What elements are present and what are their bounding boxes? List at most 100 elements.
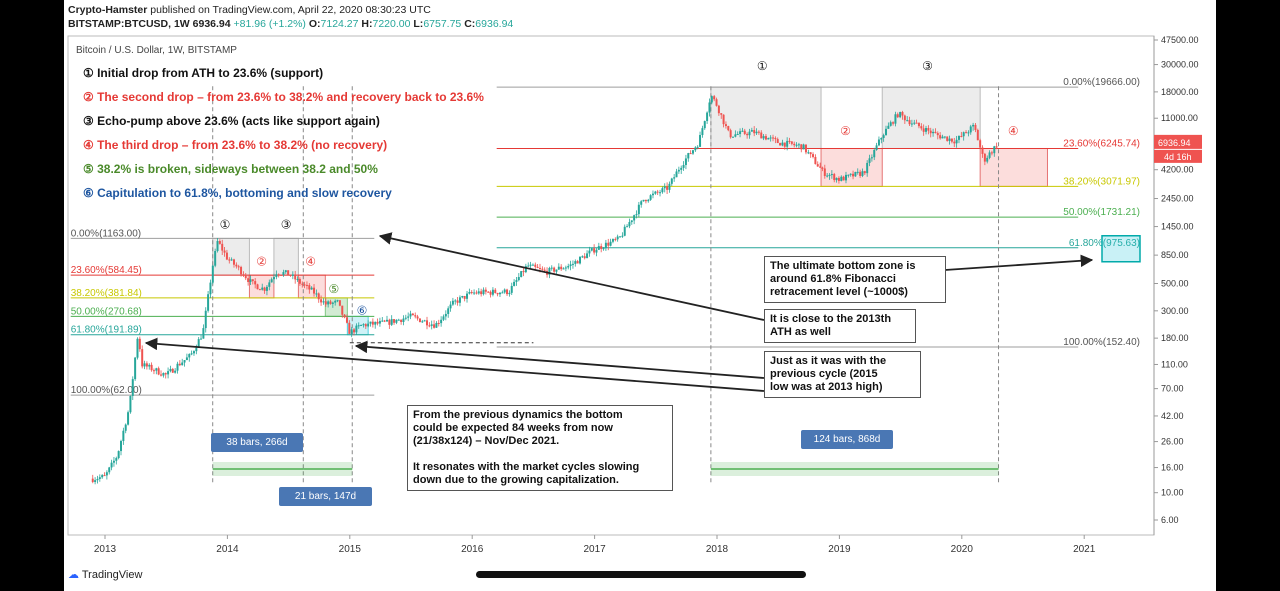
candle-body bbox=[666, 186, 669, 190]
candle-body bbox=[969, 126, 972, 133]
candle-body bbox=[861, 171, 864, 176]
candle-body bbox=[901, 112, 904, 116]
candle-body bbox=[237, 266, 240, 268]
candle-body bbox=[143, 363, 146, 367]
candle-body bbox=[192, 351, 195, 354]
candle-body bbox=[767, 138, 770, 140]
cycle-marker: ② bbox=[840, 124, 851, 138]
candle-body bbox=[649, 195, 652, 200]
candle-body bbox=[607, 242, 610, 246]
candle-body bbox=[301, 283, 304, 285]
fib-label-2017: 61.80%(975.63) bbox=[1069, 238, 1140, 249]
candle-body bbox=[844, 174, 847, 181]
candle-body bbox=[393, 319, 396, 323]
candle-body bbox=[680, 167, 683, 170]
candle-body bbox=[280, 274, 283, 276]
candle-body bbox=[451, 300, 454, 305]
candle-body bbox=[941, 136, 944, 139]
candle-body bbox=[840, 176, 843, 181]
candle-body bbox=[741, 130, 744, 132]
candle-body bbox=[348, 322, 351, 334]
candle-body bbox=[209, 282, 212, 295]
candle-body bbox=[324, 301, 327, 305]
y-tick-label: 18000.00 bbox=[1161, 87, 1199, 97]
legend-item: ③ Echo-pump above 23.6% (acts like suppo… bbox=[83, 114, 380, 128]
candle-body bbox=[350, 329, 353, 334]
x-tick-label: 2019 bbox=[828, 544, 851, 555]
candle-body bbox=[673, 177, 676, 179]
last-price: 6936.94 bbox=[192, 18, 231, 30]
candle-body bbox=[651, 193, 654, 196]
publisher-name[interactable]: Crypto-Hamster bbox=[68, 4, 148, 16]
fib-label-2017: 100.00%(152.40) bbox=[1063, 337, 1140, 348]
candle-body bbox=[501, 292, 504, 294]
candle-body bbox=[216, 241, 219, 252]
candle-body bbox=[786, 140, 789, 147]
candle-body bbox=[124, 424, 127, 431]
candle-body bbox=[635, 214, 638, 216]
price-chart[interactable]: 2013 2014 2015 2016 2017 2018 2019 2020 2021 4750… bbox=[64, 0, 1216, 591]
candle-body bbox=[630, 220, 633, 223]
candle-body bbox=[571, 263, 574, 265]
fib-label-2017: 23.60%(6245.74) bbox=[1063, 138, 1140, 149]
candle-body bbox=[691, 150, 694, 154]
candle-body bbox=[882, 135, 885, 138]
home-indicator[interactable] bbox=[476, 571, 806, 578]
candle-body bbox=[797, 144, 800, 146]
candle-body bbox=[277, 274, 280, 276]
y-tick-label: 70.00 bbox=[1161, 384, 1184, 394]
candle-body bbox=[247, 278, 250, 282]
candle-body bbox=[990, 152, 993, 154]
candle-body bbox=[426, 320, 429, 326]
candle-body bbox=[852, 173, 855, 177]
arrow-to-2013-high bbox=[144, 337, 765, 392]
fib-label-2013: 23.60%(584.45) bbox=[71, 265, 142, 276]
candle-body bbox=[204, 310, 207, 329]
candle-body bbox=[524, 266, 527, 273]
candle-body bbox=[331, 302, 334, 304]
candle-body bbox=[440, 319, 443, 324]
tradingview-logo[interactable]: ☁ TradingView bbox=[68, 568, 142, 581]
ohlc-h-label: H: bbox=[361, 18, 373, 30]
candle-body bbox=[654, 191, 657, 194]
x-tick-label: 2018 bbox=[706, 544, 729, 555]
candle-body bbox=[757, 131, 760, 133]
candle-body bbox=[305, 284, 308, 286]
candle-body bbox=[374, 321, 377, 325]
candle-body bbox=[261, 287, 264, 290]
candle-body bbox=[609, 241, 612, 246]
candle-body bbox=[117, 451, 120, 459]
candle-body bbox=[433, 324, 436, 328]
candle-body bbox=[548, 268, 551, 275]
candle-body bbox=[722, 114, 725, 125]
candle-body bbox=[536, 266, 539, 268]
candle-body bbox=[564, 267, 567, 269]
candle-body bbox=[616, 236, 619, 240]
candle-body bbox=[819, 166, 822, 168]
zone13-box-3 bbox=[273, 237, 299, 276]
candle-body bbox=[225, 252, 228, 260]
candle-body bbox=[487, 291, 490, 293]
candle-body bbox=[870, 157, 873, 159]
candle-body bbox=[863, 171, 866, 174]
candle-body bbox=[338, 300, 341, 306]
candle-body bbox=[936, 133, 939, 136]
zone-box-4 bbox=[979, 147, 1048, 187]
candle-body bbox=[736, 134, 739, 136]
candle-body bbox=[656, 191, 659, 193]
x-tick-label: 2013 bbox=[94, 544, 117, 555]
candle-body bbox=[214, 251, 217, 266]
candle-body bbox=[345, 317, 348, 323]
candle-body bbox=[303, 284, 306, 286]
bars-label-38: 38 bars, 266d bbox=[211, 433, 303, 452]
candle-body bbox=[965, 132, 968, 134]
candle-body bbox=[477, 291, 480, 294]
candle-body bbox=[929, 130, 932, 134]
y-tick-label: 6.00 bbox=[1161, 515, 1179, 525]
candle-body bbox=[724, 124, 727, 127]
candle-body bbox=[115, 458, 118, 461]
bars-label-21: 21 bars, 147d bbox=[279, 487, 372, 506]
candle-body bbox=[310, 287, 313, 290]
price-tag-value: 6936.94 bbox=[1158, 138, 1191, 148]
candle-body bbox=[517, 277, 520, 281]
